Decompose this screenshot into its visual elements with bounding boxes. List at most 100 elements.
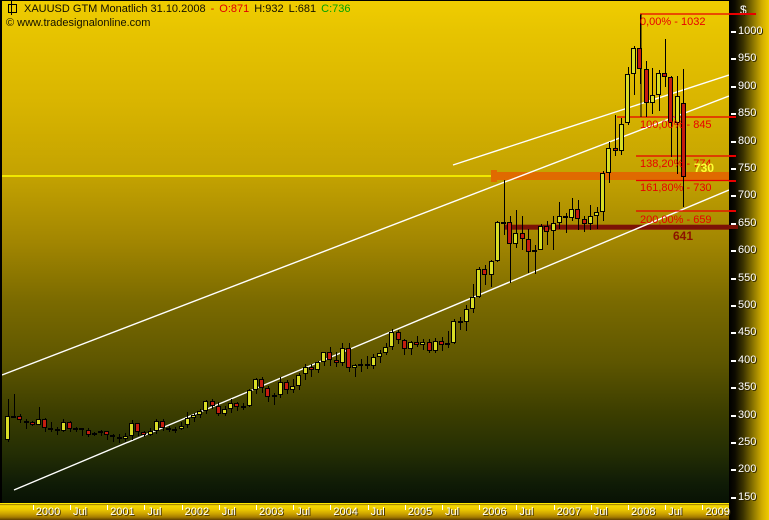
price-tick-label: 550 [738,271,757,284]
price-tick-label: 600 [738,244,757,257]
candle-up [445,342,451,345]
candle-down [575,209,581,219]
candle-up [420,341,426,346]
candle-up [538,226,544,250]
candle-down [104,430,110,435]
price-tick-mark [731,496,736,499]
candle-up [383,347,389,353]
time-tick-label: Jul [445,506,460,518]
currency-label: $ [740,3,747,17]
candle-down [346,348,351,368]
time-tick-mark [665,505,667,510]
price-tick-label: 1000 [738,25,763,37]
price-tick-label: 900 [738,79,757,92]
time-tick-mark [479,505,481,510]
low-value: L:681 [288,3,317,15]
candle-up [370,357,376,366]
candle-down [110,434,116,437]
candle-down [680,102,686,177]
candle-wick [447,330,449,348]
candle-wick [652,67,654,115]
candle-wick [615,115,617,157]
price-tick-mark [731,414,736,417]
candle-wick [534,245,536,274]
candle-up [290,386,296,391]
candle-up [296,374,302,386]
candle-down [265,388,271,397]
candle-down [327,352,333,360]
chart-title-text: XAUUSD GTM Monatlich 31.10.2008 [24,3,206,15]
candle-up [302,367,308,375]
price-tick-mark [731,387,736,390]
time-tick-label: Jul [519,506,534,518]
time-tick-mark [553,505,555,510]
fib-label-659: 200,00% - 659 [640,214,712,226]
price-tick-mark [731,85,736,88]
candle-down [643,68,649,103]
time-tick-label: Jul [296,506,311,518]
candle-up [197,411,203,416]
candle-wick [38,406,40,424]
close-value: C:736 [321,3,351,15]
candle-up [606,147,612,173]
time-tick-mark [516,505,518,510]
fib-label-774: 138,20% - 774 [640,158,712,170]
time-tick-mark [32,505,34,510]
candle-down [48,427,54,430]
time-tick-label: 2002 [184,506,210,518]
candle-up [60,421,66,431]
candle-wick [13,394,15,418]
candle-down [563,216,568,219]
candle-up [389,331,395,348]
time-tick-mark [702,505,704,510]
time-tick-mark [367,505,369,510]
candlestick-icon [8,1,17,15]
candle-up [153,420,159,431]
time-tick-mark [256,505,257,510]
watermark: © www.tradesignalonline.com [6,17,151,29]
candle-up [147,430,153,435]
candle-down [519,232,525,239]
price-axis[interactable]: $ 1000 950 900 850 800 750 700 650 600 550 500 450 4… [729,0,769,520]
price-tick-label: 400 [738,353,757,366]
candle-up [532,249,537,252]
price-chart-plot[interactable]: XAUUSD GTM Monatlich 31.10.2008- O:871 H:9… [2,1,729,503]
time-tick-label: Jul [593,506,608,518]
candle-up [73,428,79,431]
price-tick-label: 200 [738,463,757,476]
price-tick-mark [731,140,736,143]
candle-down [85,430,91,436]
title-separator: - [210,3,215,15]
candle-up [513,232,519,245]
fib-label-730: 161,80% - 730 [640,182,712,194]
candle-down [544,226,550,232]
time-tick-mark [144,505,146,510]
candle-wick [416,335,418,348]
candle-wick [112,433,114,442]
time-axis[interactable]: 2000 Jul 2001 Jul 2002 Jul 2003 Jul 2004 Jul 2005 J… [0,503,730,520]
fib-axis-tick-659 [729,210,736,212]
candle-up [463,308,469,323]
price-tick-label: 800 [738,134,757,147]
candle-down [482,268,488,276]
time-tick-label: Jul [668,506,683,518]
price-tick-mark [731,250,736,253]
candle-up [432,340,438,351]
candle-wick [503,180,505,235]
price-tick-label: 250 [738,436,757,448]
candle-wick [565,213,567,233]
candle-down [135,423,141,432]
candle-wick [559,202,561,230]
candle-up [587,215,593,224]
fib-label-1032: 0,00% - 1032 [640,16,706,28]
candle-up [271,394,277,397]
candle-down [141,432,147,435]
support-axis-tick-641 [729,224,738,229]
time-tick-mark [218,505,220,510]
time-tick-mark [70,505,71,510]
candle-down [166,427,172,430]
candle-up [203,401,209,412]
candle-wick [584,215,586,232]
price-tick-mark [731,195,736,198]
